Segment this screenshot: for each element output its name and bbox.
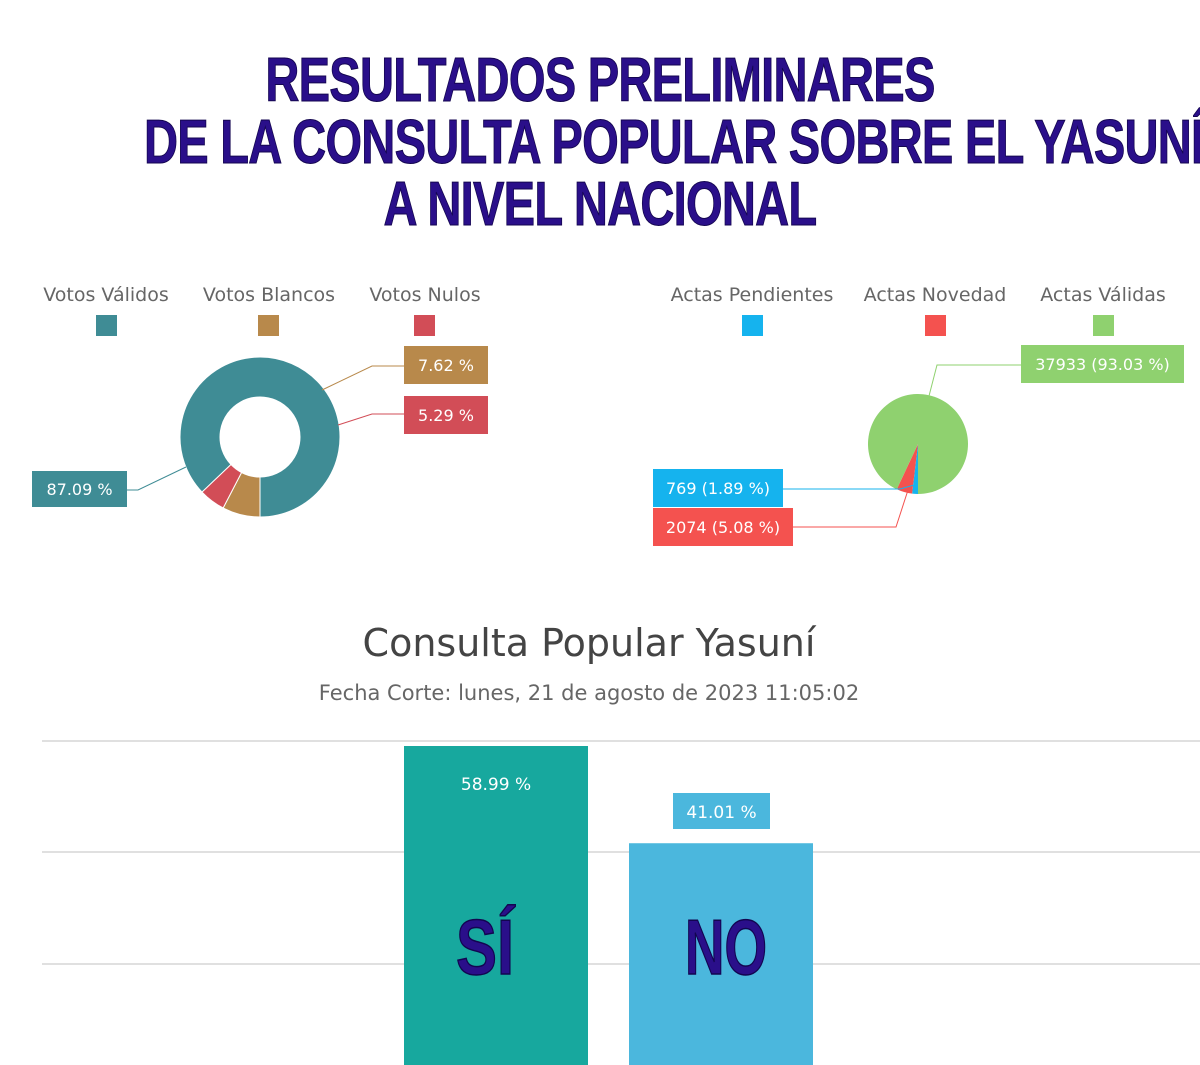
leader-line-actas-validas (928, 364, 1021, 397)
bar-category-no: NO (685, 903, 767, 991)
legend-swatch-actas-validas (1093, 315, 1114, 336)
pie-slice-actas-validas[interactable] (868, 394, 969, 494)
data-label-box-actas-novedad (653, 508, 793, 546)
legend-label-actas-novedad: Actas Novedad (864, 284, 1007, 306)
leader-line-actas-novedad (793, 486, 910, 528)
bar-si[interactable] (404, 746, 588, 1065)
data-label-actas-novedad: 2074 (5.08 %) (653, 508, 793, 546)
headline-line-2: DE LA CONSULTA POPULAR SOBRE EL YASUNÍ (144, 108, 1200, 177)
leader-line-votos-validos (127, 466, 187, 491)
leader-line-votos-blancos (321, 365, 404, 391)
data-label-box-votos-validos (32, 471, 127, 507)
legend-label-actas-validas: Actas Válidas (1040, 284, 1165, 306)
bar-chart-title: Consulta Popular Yasuní (363, 621, 817, 665)
pie-slice-actas-novedad[interactable] (896, 444, 918, 494)
bar-no[interactable] (629, 843, 813, 1065)
data-label-actas-pendientes: 769 (1.89 %) (653, 469, 783, 507)
legend-swatch-votos-nulos (414, 315, 435, 336)
gridlines (42, 740, 1200, 965)
data-label-votos-nulos: 5.29 % (404, 396, 488, 434)
legend-item-actas-pendientes[interactable]: Actas Pendientes (671, 284, 834, 336)
legend-item-votos-blancos[interactable]: Votos Blancos (203, 284, 335, 336)
pie-slice-actas-pendientes[interactable] (912, 444, 918, 494)
bar-chart-subtitle: Fecha Corte: lunes, 21 de agosto de 2023… (319, 681, 859, 705)
leader-line-actas-pendientes (783, 484, 915, 490)
donut-slices (179, 356, 341, 518)
data-label-text-actas-validas: 37933 (93.03 %) (1035, 355, 1170, 374)
legend-swatch-actas-pendientes (742, 315, 763, 336)
leader-line-votos-nulos (337, 413, 404, 426)
bar-value-label-si: 58.99 % (461, 775, 531, 795)
data-label-text-actas-novedad: 2074 (5.08 %) (666, 518, 780, 537)
legend-swatch-votos-blancos (258, 315, 279, 336)
bar-value-text-si: 58.99 % (461, 775, 531, 795)
actas-pie-chart: Actas Pendientes Actas Novedad Actas Vál… (653, 284, 1184, 546)
bar-value-text-no: 41.01 % (686, 803, 756, 823)
bar-value-box-no (673, 793, 770, 829)
bar-category-si: SÍ (456, 903, 516, 991)
data-label-box-actas-validas (1021, 345, 1184, 383)
legend-item-votos-nulos[interactable]: Votos Nulos (369, 284, 481, 336)
data-label-votos-validos: 87.09 % (32, 471, 127, 507)
data-label-text-votos-blancos: 7.62 % (418, 356, 474, 375)
legend-item-votos-validos[interactable]: Votos Válidos (43, 284, 169, 336)
headline: RESULTADOS PRELIMINARES DE LA CONSULTA P… (144, 46, 1200, 239)
headline-line-3: A NIVEL NACIONAL (383, 170, 817, 239)
legend-item-actas-validas[interactable]: Actas Válidas (1040, 284, 1166, 336)
referendum-bar-chart: Consulta Popular Yasuní Fecha Corte: lun… (42, 621, 1200, 1065)
bar-value-label-no: 41.01 % (673, 793, 770, 829)
donut-legend: Votos Válidos Votos Blancos Votos Nulos (43, 284, 481, 336)
pie-legend: Actas Pendientes Actas Novedad Actas Vál… (671, 284, 1166, 336)
pie-slices (868, 394, 969, 494)
data-label-box-votos-nulos (404, 396, 488, 434)
data-label-text-votos-validos: 87.09 % (46, 480, 112, 499)
donut-slice-votos-nulos[interactable] (201, 463, 243, 509)
data-label-votos-blancos: 7.62 % (404, 346, 488, 384)
headline-line-1: RESULTADOS PRELIMINARES (265, 46, 936, 115)
donut-slice-votos-validos[interactable] (179, 356, 341, 518)
votes-donut-chart: Votos Válidos Votos Blancos Votos Nulos … (32, 284, 488, 518)
legend-label-actas-pendientes: Actas Pendientes (671, 284, 834, 306)
data-label-box-votos-blancos (404, 346, 488, 384)
legend-label-votos-nulos: Votos Nulos (369, 284, 480, 306)
legend-swatch-actas-novedad (925, 315, 946, 336)
data-label-box-actas-pendientes (653, 469, 783, 507)
legend-swatch-votos-validos (96, 315, 117, 336)
legend-label-votos-blancos: Votos Blancos (203, 284, 335, 306)
data-label-actas-validas: 37933 (93.03 %) (1021, 345, 1184, 383)
legend-item-actas-novedad[interactable]: Actas Novedad (864, 284, 1007, 336)
data-label-text-actas-pendientes: 769 (1.89 %) (666, 479, 770, 498)
legend-label-votos-validos: Votos Válidos (43, 284, 168, 306)
data-label-text-votos-nulos: 5.29 % (418, 406, 474, 425)
